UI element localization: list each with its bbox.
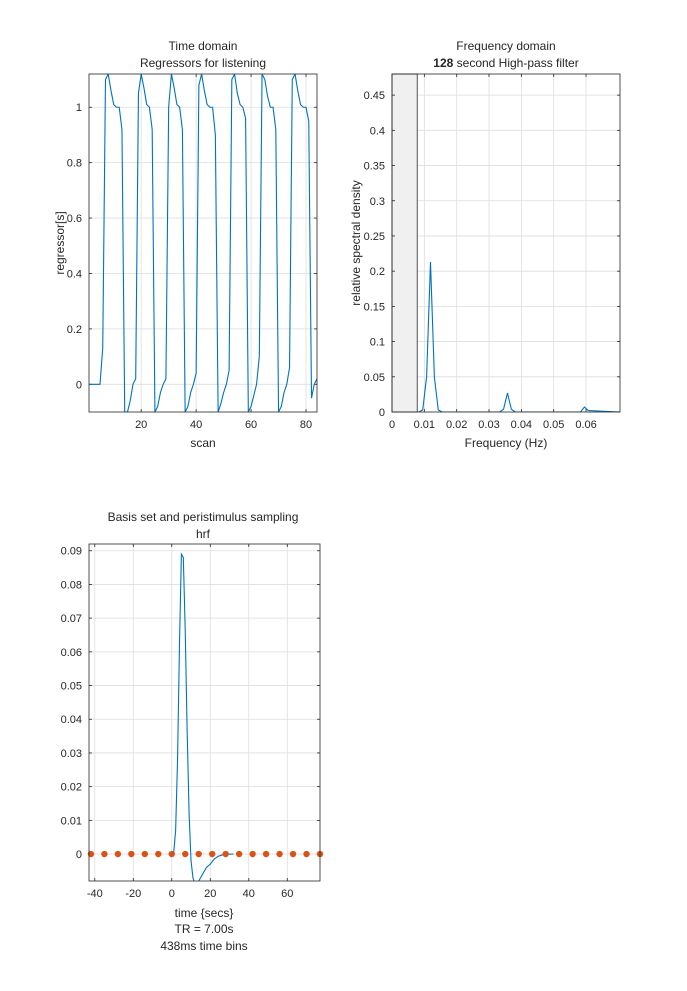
highpass-cutoff-region	[391, 73, 418, 413]
basis-set-x-tick-label: 20	[204, 888, 216, 900]
frequency-domain-series-line	[392, 261, 620, 412]
basis-set-tr-caption: TR = 7.00s	[174, 922, 233, 936]
time-domain-y-tick-label: 0.8	[67, 158, 82, 170]
basis-set-x-tick-label: -40	[87, 888, 103, 900]
frequency-domain-x-tick-label: 0.02	[446, 419, 467, 431]
basis-set-y-tick-label: 0.07	[61, 613, 82, 625]
time-domain-y-tick-label: 0	[76, 379, 82, 391]
time-domain-ylabel: regressor[s]	[53, 211, 67, 274]
time-domain-plot: Time domain Regressors for listening 20 4…	[53, 39, 318, 450]
basis-set-xlabel: time {secs}	[175, 906, 234, 920]
frequency-domain-title: Frequency domain	[456, 39, 555, 53]
basis-set-y-tick-label: 0.08	[61, 579, 82, 591]
frequency-domain-x-tick-label: 0.03	[478, 419, 499, 431]
time-domain-xlabel: scan	[190, 436, 215, 450]
basis-set-y-tick-label: 0.04	[61, 714, 82, 726]
basis-set-y-tick-label: 0.03	[61, 748, 82, 760]
frequency-domain-x-tick-label: 0.06	[575, 419, 596, 431]
frequency-domain-y-tick-label: 0.45	[364, 90, 385, 102]
frequency-domain-y-tick-label: 0	[379, 407, 385, 419]
frequency-domain-y-tick-label: 0.1	[370, 337, 385, 349]
time-domain-y-tick-label: 0.6	[67, 213, 82, 225]
frequency-domain-y-tick-label: 0.05	[364, 372, 385, 384]
frequency-domain-x-tick-label: 0.01	[414, 419, 435, 431]
frequency-domain-y-tick-label: 0.2	[370, 266, 385, 278]
frequency-domain-y-tick-label: 0.25	[364, 231, 385, 243]
sample-point	[155, 850, 162, 858]
time-domain-series-line	[89, 74, 317, 412]
sample-point	[222, 850, 229, 858]
basis-set-y-tick-label: 0.02	[61, 782, 82, 794]
basis-set-y-tick-label: 0	[76, 849, 82, 861]
highpass-period-value: 128	[433, 56, 453, 70]
sample-point	[249, 850, 256, 858]
basis-set-x-tick-label: 60	[281, 888, 293, 900]
time-domain-y-tick-label: 1	[76, 102, 82, 114]
basis-set-y-tick-label: 0.01	[61, 815, 82, 827]
sample-point	[141, 850, 149, 858]
time-domain-title: Time domain	[169, 39, 238, 53]
basis-set-x-tick-label: 40	[243, 888, 255, 900]
basis-set-y-tick-label: 0.09	[61, 546, 82, 558]
sample-point	[128, 850, 135, 858]
time-domain-y-tick-label: 0.2	[67, 324, 82, 336]
basis-set-y-tick-label: 0.05	[61, 681, 82, 693]
sample-point	[276, 850, 283, 858]
time-domain-x-tick-label: 60	[245, 419, 257, 431]
frequency-domain-y-tick-label: 0.4	[370, 125, 385, 137]
highpass-filter-text: second High-pass filter	[453, 56, 578, 70]
basis-set-title: Basis set and peristimulus sampling	[108, 510, 299, 524]
basis-set-axes-box	[88, 543, 321, 882]
basis-set-x-tick-label: -20	[125, 888, 141, 900]
basis-set-y-tick-label: 0.06	[61, 647, 82, 659]
frequency-domain-x-tick-label: 0	[389, 419, 395, 431]
basis-set-plot: Basis set and peristimulus sampling hrf …	[61, 510, 324, 953]
time-domain-x-tick-label: 80	[300, 419, 312, 431]
basis-set-series-line	[171, 552, 234, 881]
frequency-domain-x-tick-label: 0.04	[511, 419, 532, 431]
time-domain-x-tick-label: 20	[135, 419, 147, 431]
frequency-domain-y-tick-label: 0.15	[364, 301, 385, 313]
sample-point	[114, 850, 122, 858]
sample-point	[303, 850, 310, 858]
frequency-domain-axes-box	[391, 73, 621, 413]
sample-point	[168, 850, 175, 858]
time-domain-axes-box	[88, 73, 318, 413]
sample-point	[262, 850, 270, 858]
basis-set-subtitle: hrf	[196, 527, 211, 541]
time-domain-x-tick-label: 40	[190, 419, 202, 431]
frequency-domain-y-tick-label: 0.3	[370, 196, 385, 208]
frequency-domain-y-tick-label: 0.35	[364, 161, 385, 173]
frequency-domain-xlabel: Frequency (Hz)	[465, 436, 548, 450]
sample-point	[195, 850, 202, 858]
sample-point	[289, 850, 297, 858]
time-domain-subtitle: Regressors for listening	[140, 56, 266, 70]
sample-point	[235, 850, 243, 858]
sample-point	[182, 850, 189, 858]
sample-point	[101, 850, 108, 858]
frequency-domain-x-tick-label: 0.05	[543, 419, 564, 431]
frequency-domain-subtitle: 128 second High-pass filter	[433, 56, 578, 70]
basis-set-x-tick-label: 0	[169, 888, 175, 900]
time-domain-y-tick-label: 0.4	[67, 268, 82, 280]
frequency-domain-ylabel: relative spectral density	[349, 180, 363, 305]
basis-set-bins-caption: 438ms time bins	[160, 939, 247, 953]
sample-point	[209, 850, 216, 858]
frequency-domain-plot: Frequency domain 128 second High-pass fi…	[349, 39, 621, 450]
